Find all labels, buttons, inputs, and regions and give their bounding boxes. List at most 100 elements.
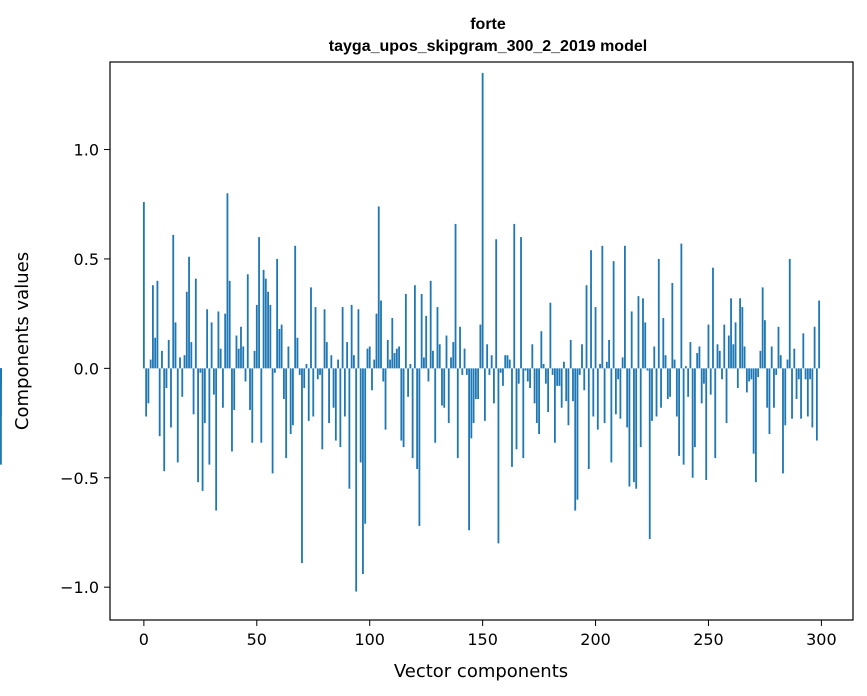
bar bbox=[791, 368, 793, 419]
bar bbox=[734, 322, 737, 369]
bar bbox=[429, 280, 432, 369]
bar bbox=[249, 368, 251, 410]
bar bbox=[343, 368, 346, 417]
x-tick-label: 0 bbox=[139, 630, 149, 649]
bar bbox=[800, 368, 802, 419]
bar bbox=[745, 368, 748, 393]
bar bbox=[813, 326, 816, 369]
bar bbox=[635, 368, 638, 489]
bar bbox=[337, 359, 339, 369]
bar bbox=[508, 359, 511, 369]
bar bbox=[409, 363, 412, 369]
bar bbox=[551, 368, 554, 375]
bar bbox=[633, 368, 635, 483]
bar bbox=[682, 368, 685, 465]
bar bbox=[691, 368, 694, 478]
bar bbox=[626, 368, 629, 428]
bar bbox=[795, 368, 798, 399]
bar bbox=[630, 311, 633, 369]
bar bbox=[653, 346, 656, 369]
bar bbox=[666, 368, 669, 399]
x-tick-label: 250 bbox=[693, 630, 724, 649]
bar bbox=[680, 243, 683, 369]
bar bbox=[748, 368, 751, 382]
bar bbox=[583, 368, 586, 391]
bar bbox=[271, 368, 274, 474]
bar bbox=[709, 368, 712, 395]
bar bbox=[425, 315, 428, 369]
bar bbox=[524, 368, 527, 371]
bar bbox=[529, 368, 531, 389]
bar bbox=[321, 368, 324, 450]
bar bbox=[727, 335, 730, 369]
bar bbox=[689, 342, 692, 369]
bar bbox=[190, 342, 193, 369]
bar bbox=[522, 368, 525, 459]
bar bbox=[179, 357, 181, 369]
bar bbox=[563, 361, 565, 369]
bar bbox=[775, 368, 778, 375]
x-axis-ticks: 0 50 100 150 200 250 300 bbox=[139, 620, 837, 649]
bar bbox=[319, 368, 321, 375]
bar bbox=[707, 324, 710, 369]
bars-group bbox=[0, 72, 821, 592]
bar bbox=[267, 291, 269, 369]
x-tick-label: 50 bbox=[247, 630, 267, 649]
bar bbox=[398, 346, 400, 369]
bar bbox=[511, 368, 513, 467]
bar bbox=[698, 346, 701, 369]
bar bbox=[423, 357, 425, 369]
bar bbox=[312, 368, 315, 417]
bar bbox=[251, 368, 254, 443]
bar bbox=[242, 346, 245, 369]
bar bbox=[323, 309, 326, 369]
bar bbox=[694, 368, 696, 448]
bar bbox=[542, 363, 545, 369]
bar bbox=[273, 368, 276, 373]
bar bbox=[782, 368, 784, 474]
bar bbox=[788, 258, 791, 369]
bar bbox=[578, 368, 581, 375]
bar bbox=[520, 237, 522, 369]
bar bbox=[757, 368, 760, 378]
bar bbox=[764, 320, 766, 369]
bar bbox=[572, 368, 574, 402]
bar bbox=[418, 368, 421, 526]
bar bbox=[443, 368, 446, 408]
bar bbox=[585, 285, 588, 369]
bar bbox=[237, 348, 240, 369]
bar bbox=[438, 344, 441, 369]
bar bbox=[377, 206, 380, 369]
bar bbox=[472, 368, 475, 424]
bar bbox=[581, 344, 583, 369]
bar bbox=[350, 304, 353, 369]
bar bbox=[648, 368, 651, 540]
bar bbox=[328, 368, 330, 424]
bar bbox=[605, 361, 608, 369]
bar bbox=[289, 368, 292, 434]
bar bbox=[402, 368, 405, 448]
bar bbox=[662, 318, 665, 369]
bar bbox=[793, 348, 796, 369]
bar bbox=[228, 280, 231, 369]
bar bbox=[325, 342, 328, 369]
bar bbox=[298, 368, 301, 375]
bar bbox=[716, 344, 719, 369]
bar bbox=[723, 324, 726, 369]
bar bbox=[165, 368, 168, 389]
bar bbox=[456, 368, 459, 459]
bar bbox=[310, 287, 312, 369]
bar bbox=[305, 363, 308, 369]
bar bbox=[142, 202, 145, 369]
bar bbox=[660, 368, 662, 408]
bar bbox=[590, 250, 592, 369]
bar bbox=[240, 326, 242, 369]
bar bbox=[452, 342, 455, 369]
bar bbox=[174, 322, 177, 369]
bar bbox=[375, 313, 378, 369]
bar bbox=[353, 355, 355, 369]
bar bbox=[436, 307, 439, 369]
bar bbox=[246, 274, 249, 369]
bar bbox=[802, 333, 805, 369]
bar bbox=[447, 368, 450, 424]
